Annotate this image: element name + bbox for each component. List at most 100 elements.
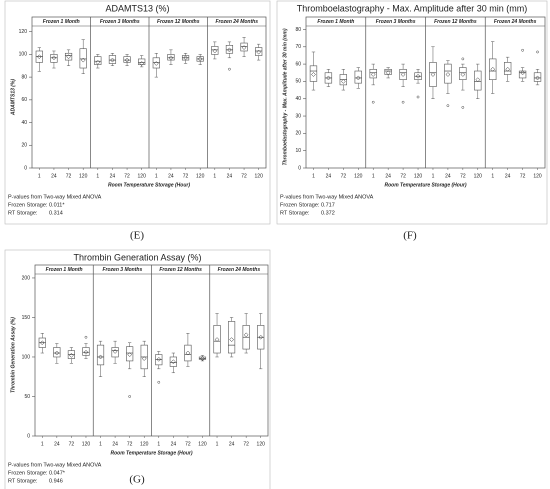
- x-tick-label: 24: [505, 173, 511, 179]
- mean-marker: [243, 332, 249, 338]
- x-tick-label: 120: [82, 441, 91, 447]
- mean-marker: [156, 356, 162, 362]
- facet-title: Frozen 12 Months: [157, 19, 200, 25]
- mean-marker: [141, 356, 147, 361]
- mean-marker: [355, 75, 361, 81]
- mean-marker: [227, 47, 232, 53]
- mean-marker: [98, 354, 103, 360]
- x-tick-label: 1: [99, 441, 102, 447]
- x-tick-label: 1: [491, 173, 494, 179]
- mean-marker: [475, 77, 481, 83]
- y-tick-label: 100: [22, 354, 31, 360]
- box: [354, 70, 362, 84]
- y-tick-label: 40: [295, 96, 301, 102]
- mean-marker: [39, 340, 45, 346]
- pvalues-heading: P-values from Two-way Mixed ANOVA: [8, 462, 102, 468]
- box: [489, 58, 497, 80]
- mean-marker: [445, 72, 451, 77]
- outlier: [128, 395, 132, 398]
- x-axis-label: Room Temperature Storage (Hour): [108, 182, 190, 188]
- box: [384, 68, 392, 75]
- x-tick-label: 120: [354, 173, 363, 179]
- x-tick-label: 120: [255, 173, 264, 179]
- outlier: [536, 50, 539, 54]
- pvalues-heading: P-values from Two-way Mixed ANOVA: [8, 194, 102, 200]
- y-tick-label: 150: [22, 315, 31, 321]
- y-axis-label: Thromboelastography - Max. Amplitude aft…: [282, 28, 288, 165]
- x-tick-label: 1: [41, 441, 44, 447]
- pvalue-label: Frozen Storage:: [280, 202, 320, 208]
- outlier: [416, 95, 420, 99]
- mean-marker: [258, 334, 264, 340]
- x-tick-label: 72: [520, 173, 526, 179]
- box: [64, 52, 73, 61]
- x-tick-label: 1: [38, 173, 41, 179]
- x-tick-label: 120: [196, 173, 205, 179]
- x-tick-label: 24: [326, 173, 332, 179]
- facet-title: Frozen 3 Months: [103, 267, 143, 273]
- pvalue-value: 0.372: [321, 210, 335, 216]
- chart-title: Thrombin Generation Assay (%): [73, 252, 201, 262]
- facet-title: Frozen 24 Months: [218, 267, 261, 273]
- x-tick-label: 72: [124, 173, 130, 179]
- y-tick-label: 60: [295, 61, 301, 67]
- outlier: [461, 57, 465, 61]
- x-tick-label: 24: [54, 441, 60, 447]
- x-tick-label: 120: [414, 173, 423, 179]
- mean-marker: [200, 356, 205, 361]
- box: [444, 63, 452, 84]
- x-tick-label: 1: [432, 173, 435, 179]
- y-tick-label: 0: [298, 165, 301, 171]
- mean-marker: [370, 72, 376, 77]
- mean-marker: [241, 45, 247, 50]
- mean-marker: [214, 337, 220, 342]
- facet-title: Frozen 24 Months: [494, 19, 537, 25]
- outlier: [157, 380, 161, 384]
- mean-marker: [168, 55, 174, 61]
- x-tick-label: 24: [110, 173, 116, 179]
- box: [155, 354, 163, 366]
- mean-marker: [229, 337, 234, 342]
- y-axis-label: ADAMTS13 (%): [10, 79, 16, 116]
- box: [50, 54, 58, 63]
- x-tick-label: 24: [51, 173, 57, 179]
- facet-title: Frozen 24 Months: [215, 19, 258, 25]
- x-tick-label: 1: [312, 173, 315, 179]
- pvalues-heading: P-values from Two-way Mixed ANOVA: [280, 194, 374, 200]
- mean-marker: [535, 75, 540, 81]
- y-tick-label: 70: [295, 44, 301, 50]
- box: [111, 347, 119, 358]
- mean-marker: [197, 56, 203, 62]
- x-tick-label: 24: [227, 173, 233, 179]
- mean-marker: [212, 48, 218, 54]
- mean-marker: [95, 59, 101, 65]
- box: [152, 57, 160, 69]
- facet-title: Frozen 3 Months: [100, 19, 140, 25]
- x-tick-label: 120: [79, 173, 88, 179]
- mean-marker: [112, 349, 118, 354]
- x-tick-label: 72: [341, 173, 347, 179]
- y-tick-label: 30: [295, 113, 301, 119]
- box: [369, 68, 377, 79]
- x-tick-label: 1: [216, 441, 219, 447]
- box: [198, 356, 207, 360]
- frame: [276, 0, 548, 225]
- x-tick-label: 120: [474, 173, 483, 179]
- pvalue-label: RT Storage:: [280, 210, 310, 216]
- facet-title: Frozen 1 Month: [317, 19, 354, 25]
- y-tick-label: 0: [27, 433, 30, 439]
- outlier: [84, 335, 88, 339]
- x-tick-label: 120: [533, 173, 542, 179]
- pvalue-label: Frozen Storage:: [8, 202, 48, 208]
- x-tick-label: 24: [229, 441, 235, 447]
- box: [184, 344, 192, 362]
- mean-marker: [256, 49, 262, 55]
- box: [167, 54, 175, 61]
- outlier: [461, 106, 465, 109]
- mean-marker: [326, 75, 331, 81]
- outlier: [371, 100, 375, 104]
- y-tick-label: 20: [295, 131, 301, 137]
- mean-marker: [400, 72, 406, 77]
- y-tick-label: 60: [21, 97, 27, 103]
